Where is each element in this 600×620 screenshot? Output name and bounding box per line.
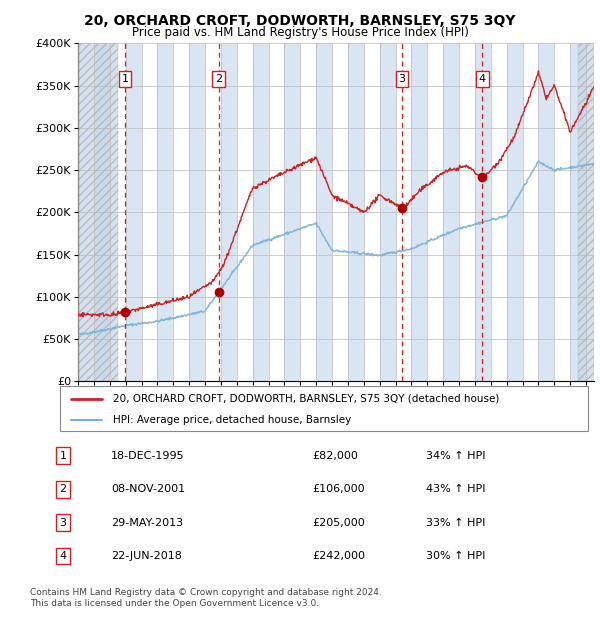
Text: 33% ↑ HPI: 33% ↑ HPI <box>426 518 485 528</box>
Bar <box>475 43 491 381</box>
Text: 2: 2 <box>215 74 222 84</box>
Text: Price paid vs. HM Land Registry's House Price Index (HPI): Price paid vs. HM Land Registry's House … <box>131 26 469 39</box>
Text: 08-NOV-2001: 08-NOV-2001 <box>111 484 185 494</box>
Text: 20, ORCHARD CROFT, DODWORTH, BARNSLEY, S75 3QY (detached house): 20, ORCHARD CROFT, DODWORTH, BARNSLEY, S… <box>113 394 499 404</box>
Text: £242,000: £242,000 <box>312 551 365 561</box>
Bar <box>412 43 427 381</box>
Text: HPI: Average price, detached house, Barnsley: HPI: Average price, detached house, Barn… <box>113 415 351 425</box>
Bar <box>459 43 475 381</box>
Bar <box>578 43 594 381</box>
Bar <box>300 43 316 381</box>
Bar <box>523 43 538 381</box>
Bar <box>110 43 125 381</box>
Bar <box>253 43 269 381</box>
Text: 34% ↑ HPI: 34% ↑ HPI <box>426 451 485 461</box>
Text: 2: 2 <box>59 484 67 494</box>
Bar <box>491 43 506 381</box>
Bar <box>205 43 221 381</box>
Bar <box>157 43 173 381</box>
Text: 43% ↑ HPI: 43% ↑ HPI <box>426 484 485 494</box>
Bar <box>348 43 364 381</box>
Bar <box>237 43 253 381</box>
Text: This data is licensed under the Open Government Licence v3.0.: This data is licensed under the Open Gov… <box>30 599 319 608</box>
Bar <box>221 43 237 381</box>
Text: 4: 4 <box>479 74 486 84</box>
Bar <box>284 43 300 381</box>
Bar <box>364 43 380 381</box>
Bar <box>427 43 443 381</box>
Bar <box>586 43 594 381</box>
Bar <box>395 43 412 381</box>
Text: £205,000: £205,000 <box>312 518 365 528</box>
Bar <box>94 43 110 381</box>
Text: 30% ↑ HPI: 30% ↑ HPI <box>426 551 485 561</box>
Bar <box>570 43 586 381</box>
Bar <box>78 43 118 381</box>
Bar <box>142 43 157 381</box>
Text: Contains HM Land Registry data © Crown copyright and database right 2024.: Contains HM Land Registry data © Crown c… <box>30 588 382 597</box>
Bar <box>173 43 189 381</box>
Bar <box>506 43 523 381</box>
Bar <box>269 43 284 381</box>
Text: 29-MAY-2013: 29-MAY-2013 <box>111 518 183 528</box>
Bar <box>380 43 395 381</box>
Bar <box>332 43 348 381</box>
Text: £82,000: £82,000 <box>312 451 358 461</box>
Bar <box>125 43 142 381</box>
Bar <box>78 43 94 381</box>
Text: 1: 1 <box>121 74 128 84</box>
Bar <box>189 43 205 381</box>
Text: 3: 3 <box>398 74 406 84</box>
Text: 18-DEC-1995: 18-DEC-1995 <box>111 451 185 461</box>
Text: 20, ORCHARD CROFT, DODWORTH, BARNSLEY, S75 3QY: 20, ORCHARD CROFT, DODWORTH, BARNSLEY, S… <box>84 14 516 28</box>
Text: 4: 4 <box>59 551 67 561</box>
Text: 1: 1 <box>59 451 67 461</box>
Bar <box>316 43 332 381</box>
Text: 22-JUN-2018: 22-JUN-2018 <box>111 551 182 561</box>
Text: 3: 3 <box>59 518 67 528</box>
Text: £106,000: £106,000 <box>312 484 365 494</box>
Bar <box>538 43 554 381</box>
Bar <box>554 43 570 381</box>
Bar <box>443 43 459 381</box>
